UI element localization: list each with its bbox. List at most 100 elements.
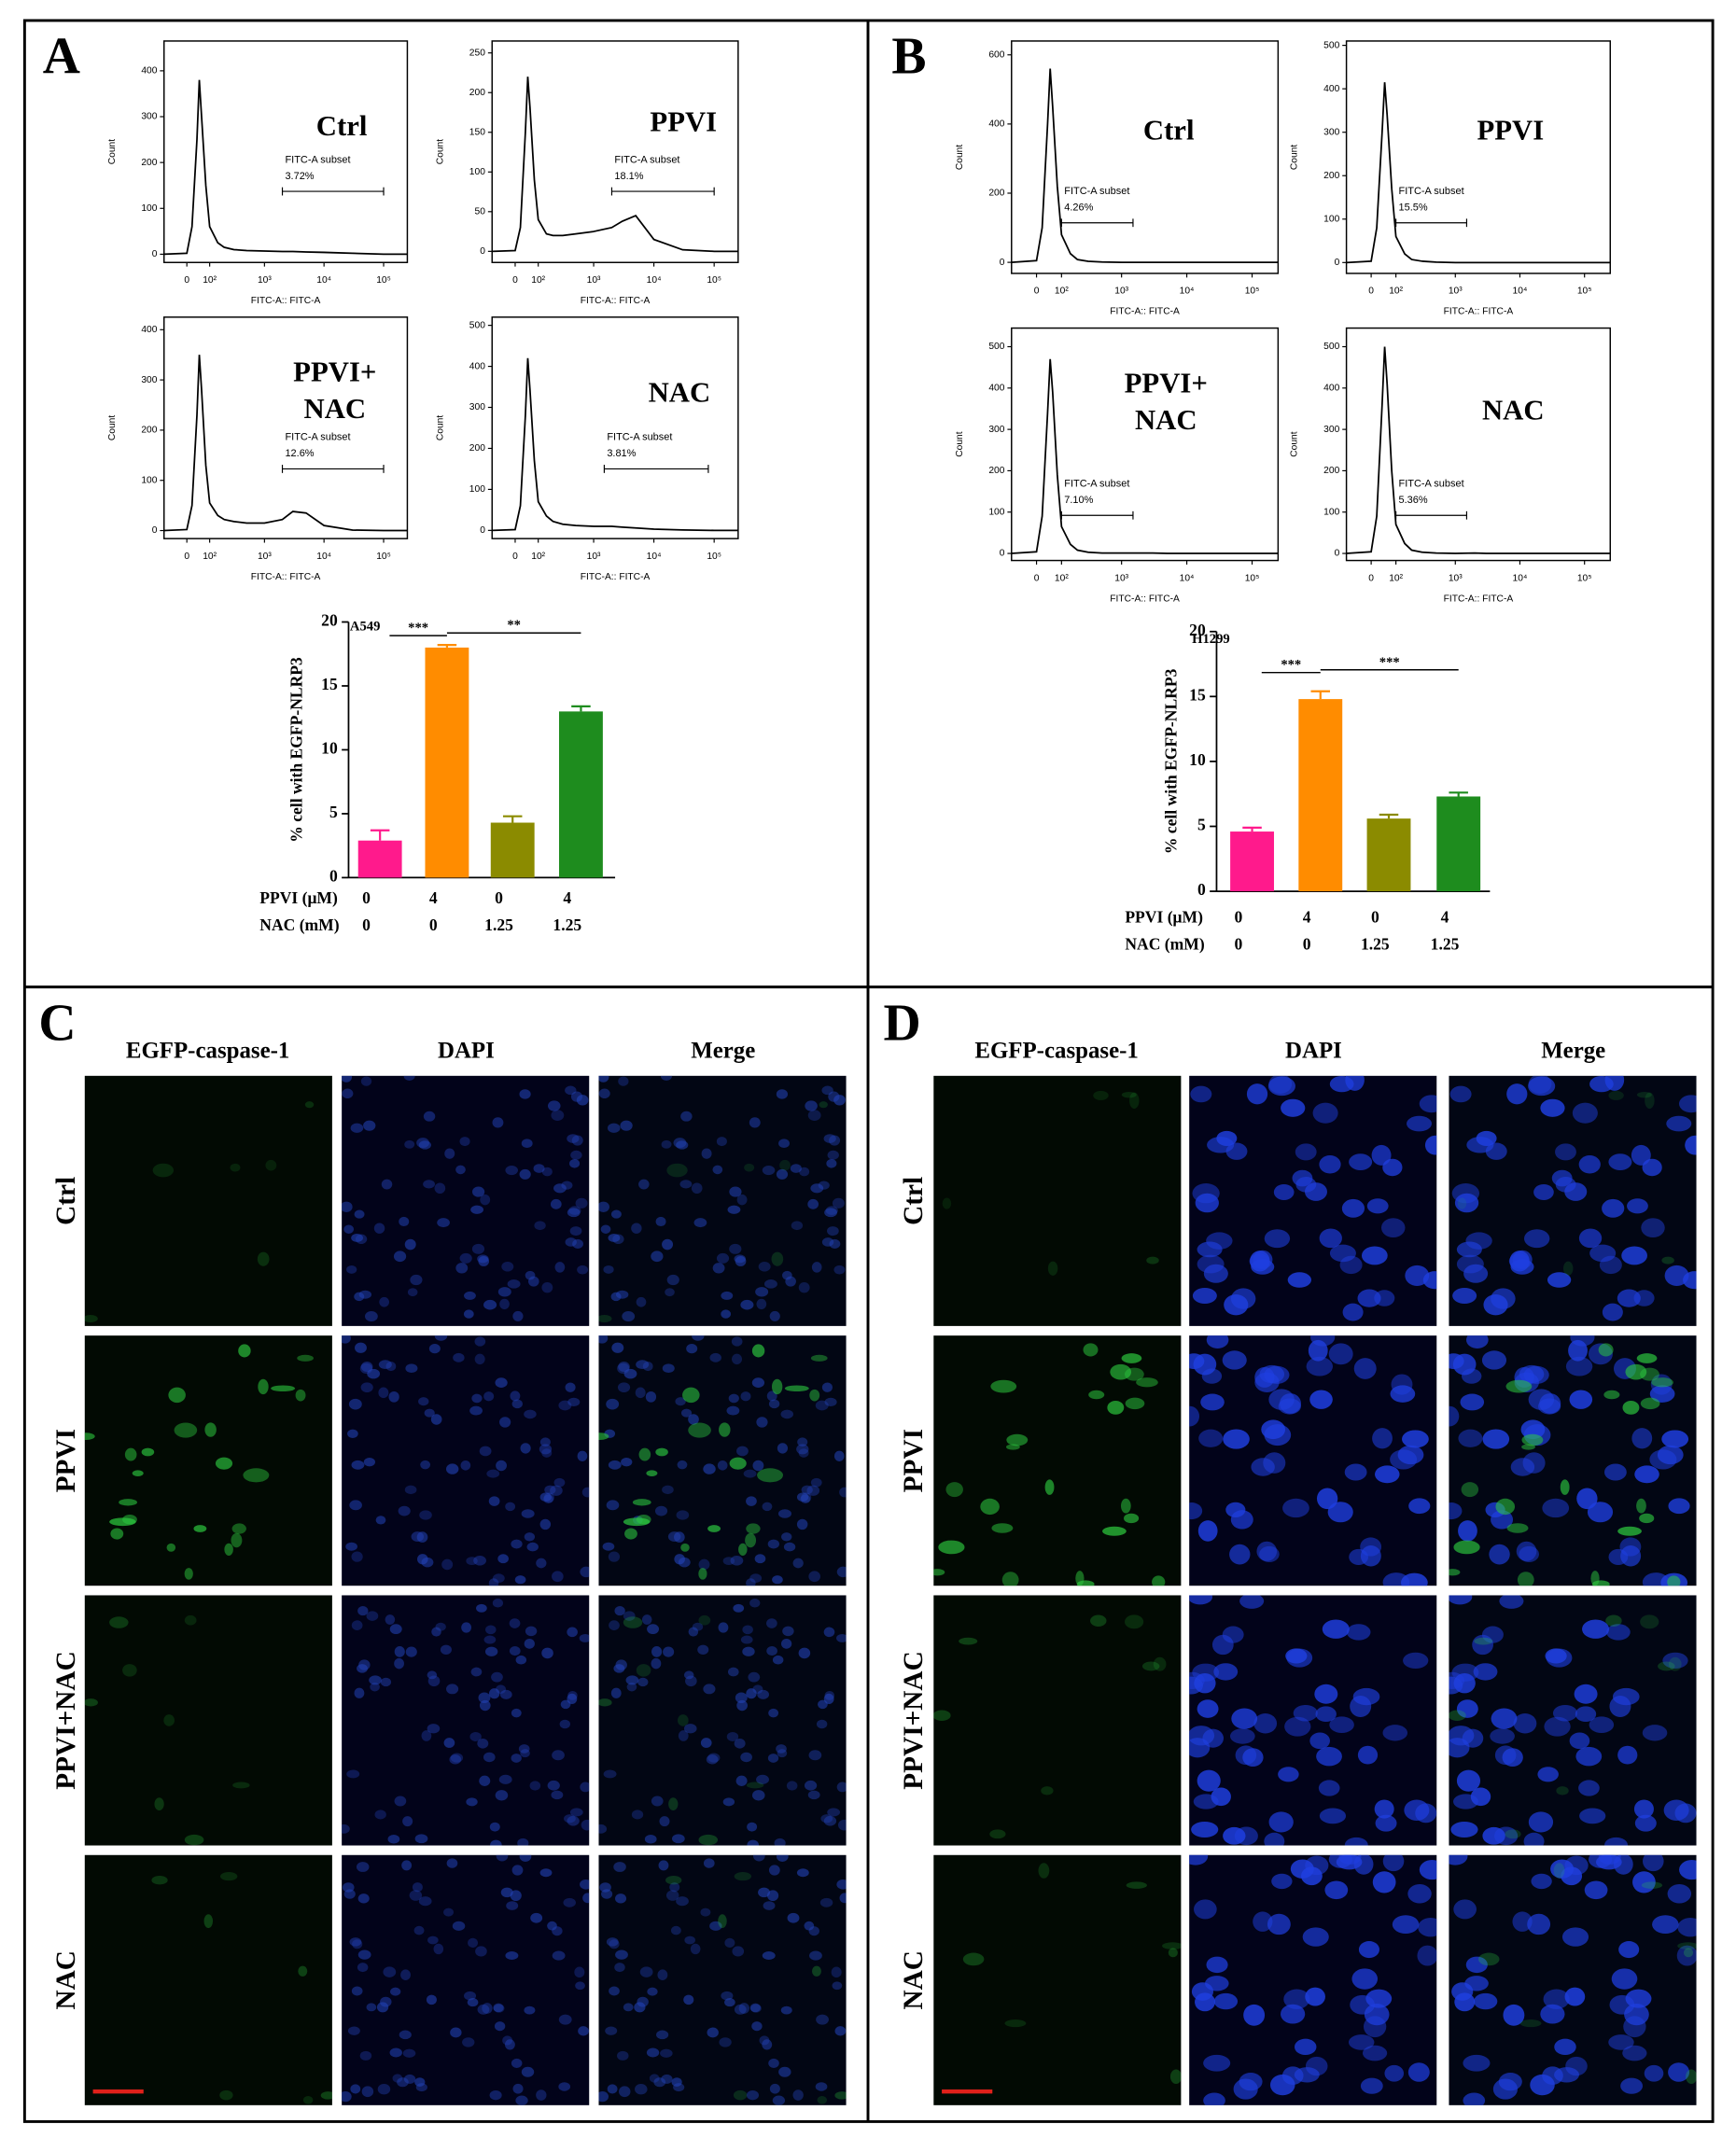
nucleus — [1481, 1350, 1507, 1370]
histogram-line — [1346, 82, 1611, 264]
nucleus — [1602, 1303, 1623, 1321]
nucleus — [455, 1263, 469, 1274]
nucleus — [752, 1684, 763, 1694]
micrograph-content — [1190, 1075, 1437, 1321]
nucleus — [389, 1624, 402, 1635]
nucleus — [1482, 1826, 1505, 1845]
egfp-signal — [141, 1447, 155, 1457]
nucleus — [525, 1270, 536, 1280]
nucleus — [1418, 1918, 1437, 1937]
nucleus — [1465, 1232, 1492, 1250]
plot-frame — [1011, 327, 1280, 562]
row-value: 1.25 — [1431, 935, 1460, 954]
egfp-signal — [682, 1387, 700, 1404]
nucleus — [734, 1738, 746, 1749]
nucleus — [751, 1377, 765, 1388]
y-axis-label: % cell with EGFP-NLRP3 — [1162, 668, 1181, 854]
y-tick-label: 15 — [321, 675, 338, 693]
nucleus — [1608, 2034, 1634, 2050]
egfp-signal — [1126, 1881, 1147, 1889]
nucleus — [1513, 1713, 1537, 1734]
nucleus — [1346, 1624, 1371, 1641]
nucleus — [1268, 1075, 1293, 1094]
gate-label: FITC-A subset — [285, 432, 350, 443]
nucleus — [651, 1657, 662, 1670]
egfp-signal — [1562, 1261, 1574, 1276]
nucleus — [1295, 1177, 1317, 1193]
egfp-signal — [1121, 1353, 1142, 1363]
nucleus — [403, 1075, 415, 1082]
nucleus — [499, 1689, 512, 1699]
y-tick-label: 100 — [141, 475, 157, 485]
egfp-signal — [1645, 1092, 1655, 1110]
nucleus — [1489, 1544, 1510, 1565]
x-tick-label: 10³ — [1449, 573, 1463, 583]
histogram-title-box: NAC — [1482, 394, 1545, 426]
significance-label: *** — [1281, 658, 1301, 673]
nucleus — [582, 1893, 590, 1904]
y-tick-label: 0 — [1197, 880, 1206, 899]
nucleus — [1528, 1389, 1555, 1410]
y-tick-label: 5 — [1197, 816, 1206, 834]
nucleus — [1520, 1419, 1546, 1440]
nucleus — [414, 2077, 426, 2087]
nucleus — [1634, 1814, 1657, 1832]
nucleus — [798, 1647, 811, 1659]
x-tick-label: 10² — [203, 552, 217, 562]
nucleus — [1293, 1704, 1318, 1722]
egfp-signal — [1591, 1580, 1610, 1586]
micrograph — [84, 1854, 332, 2105]
nucleus — [1281, 2004, 1306, 2024]
nucleus — [1456, 1699, 1478, 1718]
histogram-line — [492, 77, 738, 253]
nucleus — [1197, 1699, 1219, 1718]
egfp-signal — [1453, 1540, 1480, 1555]
nucleus — [1452, 1287, 1477, 1305]
histogram-title: PPVI — [1477, 113, 1545, 147]
nucleus — [743, 1469, 757, 1478]
row-value: 1.25 — [1361, 935, 1390, 954]
egfp-signal — [1076, 1580, 1095, 1586]
nucleus — [767, 1539, 779, 1549]
egfp-signal — [298, 1965, 308, 1977]
x-tick-label: 0 — [1368, 286, 1374, 297]
row-value: 4 — [1441, 907, 1449, 926]
nucleus — [471, 1243, 485, 1254]
nucleus — [1498, 2072, 1522, 2091]
nucleus — [509, 1618, 521, 1628]
nucleus — [678, 1730, 689, 1741]
nucleus — [496, 1854, 509, 1862]
nucleus — [645, 1390, 657, 1403]
egfp-signal — [1521, 1444, 1535, 1450]
nucleus — [1564, 1855, 1589, 1876]
nucleus — [832, 1981, 843, 1991]
nucleus — [526, 1542, 539, 1552]
nucleus — [355, 1342, 367, 1353]
egfp-signal — [1449, 1710, 1466, 1721]
y-tick-label: 300 — [469, 402, 485, 412]
egfp-signal — [1041, 1786, 1054, 1796]
row-value: 0 — [429, 915, 438, 934]
egfp-signal — [980, 1498, 1000, 1516]
nucleus — [1575, 1746, 1603, 1767]
micrograph-content — [1449, 1335, 1690, 1586]
nucleus — [404, 1485, 417, 1495]
panel-label: A — [43, 28, 80, 86]
egfp-signal — [698, 1834, 719, 1846]
nucleus — [563, 1897, 576, 1907]
egfp-signal — [1598, 1343, 1614, 1357]
micrograph-content — [598, 1598, 847, 1846]
nucleus — [609, 1939, 620, 1949]
nucleus — [600, 1224, 611, 1234]
nucleus — [724, 1937, 735, 1949]
x-axis-label: FITC-A:: FITC-A — [1110, 307, 1180, 317]
nucleus — [405, 1646, 417, 1657]
bar — [357, 840, 402, 878]
nucleus — [1342, 1303, 1364, 1321]
y-tick-label: 300 — [141, 112, 157, 122]
y-tick-label: 20 — [321, 611, 338, 630]
egfp-signal — [231, 1523, 246, 1534]
nucleus — [1229, 1544, 1251, 1565]
bar — [559, 711, 603, 878]
nucleus — [768, 1708, 779, 1718]
